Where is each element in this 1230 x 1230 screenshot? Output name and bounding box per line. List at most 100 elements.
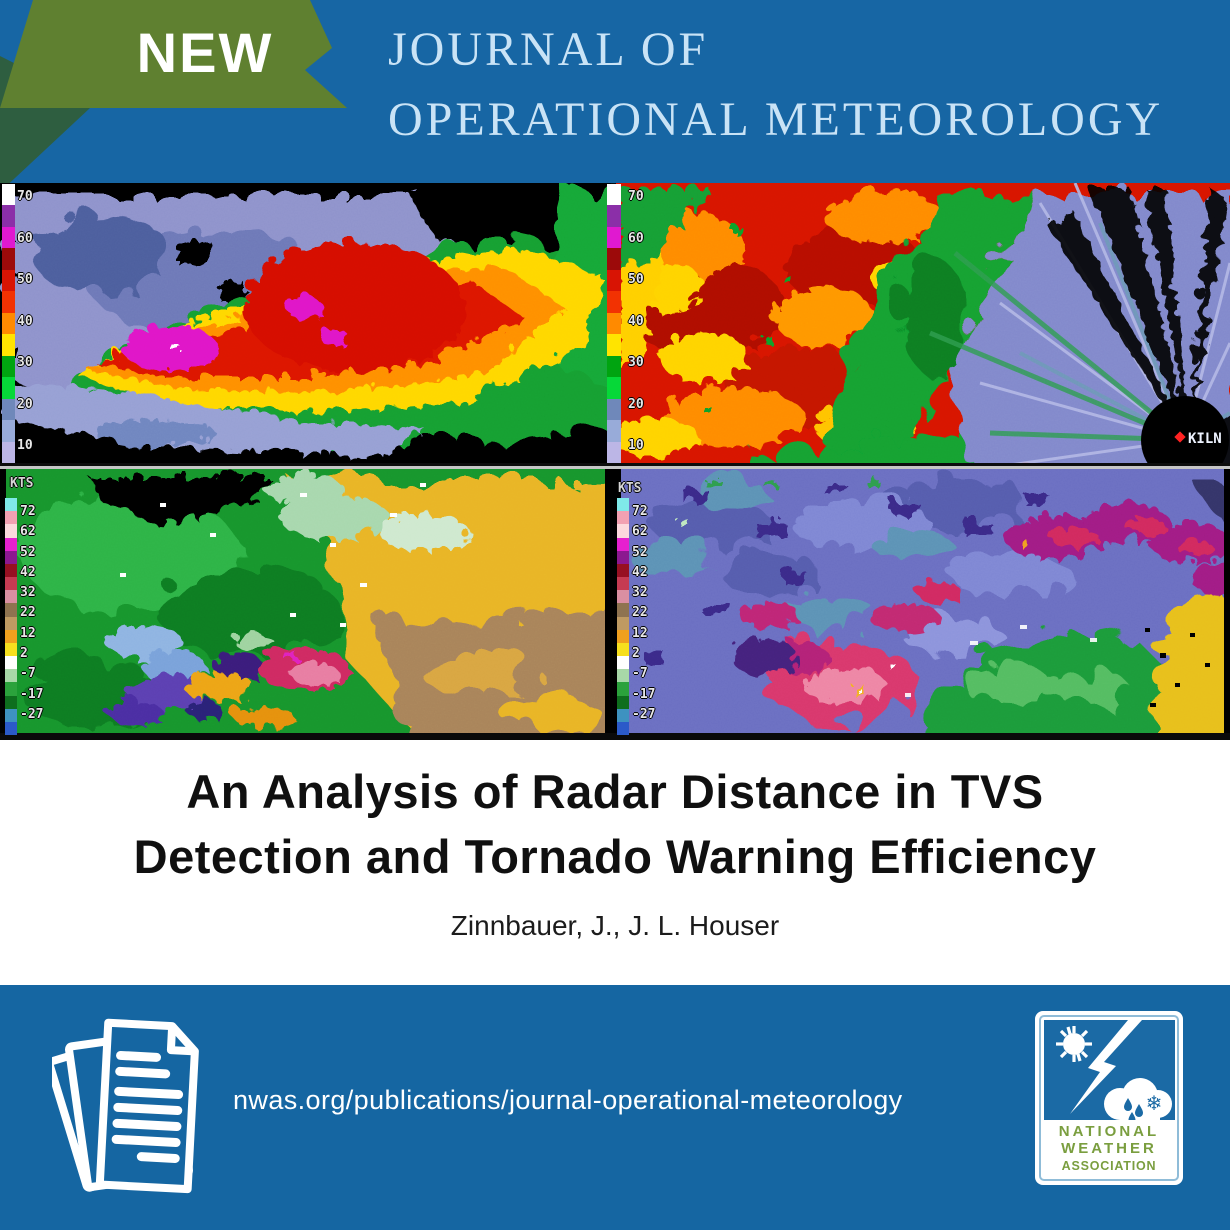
top-banner: NEW JOURNAL OF OPERATIONAL METEOROLOGY	[0, 0, 1230, 192]
colorbar-segment	[607, 398, 621, 421]
nwa-logo-frame: ❄ NATIONAL WEATHER ASSOCIATION	[1039, 1015, 1179, 1181]
scale-label: -27	[632, 706, 656, 722]
article-title-section: An Analysis of Radar Distance in TVS Det…	[0, 740, 1230, 985]
colorbar-segment	[617, 511, 629, 525]
colorbar-segment	[5, 708, 17, 722]
colorbar-segment	[5, 590, 17, 604]
scale-label: 62	[20, 524, 36, 540]
colorbar-segment	[617, 616, 629, 630]
nwa-line2: WEATHER	[1061, 1140, 1157, 1157]
colorbar-segment	[617, 642, 629, 657]
colorbar-segment	[2, 398, 15, 421]
nwa-line1: NATIONAL	[1058, 1122, 1160, 1140]
scale-label: 40	[17, 313, 33, 329]
colorbar-segment	[5, 524, 17, 538]
colorbar-segment	[5, 656, 17, 670]
scale-label: 12	[632, 625, 648, 641]
scale-labels-top-right: 70 60 50 40 30 20 10	[628, 190, 644, 452]
colorbar-segment	[5, 511, 17, 525]
cloud-icon: ❄	[1104, 1078, 1172, 1120]
colorbar-segment	[5, 616, 17, 630]
colorbar-segment	[5, 721, 17, 736]
colorbar-segment	[607, 420, 621, 442]
scale-label: 52	[20, 544, 36, 560]
scale-label: 72	[20, 504, 36, 519]
colorbar-segment	[5, 603, 17, 617]
papers-icon	[52, 1018, 199, 1194]
snowflake-icon: ❄	[1146, 1093, 1163, 1115]
scale-labels-bottom-right: 72 62 52 42 32 22 12 2 -7 -17 -27	[632, 505, 655, 721]
colorbar-segment	[617, 524, 629, 538]
scale-label: -7	[20, 666, 36, 682]
colorbar-segment	[5, 498, 17, 512]
scale-label: 70	[17, 189, 33, 204]
colorbar-segment	[607, 248, 621, 270]
scale-label: 2	[20, 646, 28, 662]
scale-label: 62	[632, 524, 648, 540]
scale-label: 72	[632, 504, 648, 519]
velocity-colorbar-bottom-right	[617, 498, 629, 736]
ribbon-body	[0, 0, 347, 108]
colorbar-segment	[607, 334, 621, 356]
new-ribbon-icon	[0, 0, 347, 192]
colorbar-segment	[617, 682, 629, 696]
colorbar-segment	[2, 441, 15, 464]
colorbar-segment	[617, 590, 629, 604]
colorbar-segment	[2, 291, 15, 313]
scale-label: 60	[17, 230, 33, 246]
colorbar-segment	[2, 269, 15, 292]
radar-image-grid: 70 60 50 40 30 20 10 70 60 50 40 30 20 10 72 62 52 42 32…	[0, 183, 1230, 740]
scale-label: 22	[632, 605, 648, 621]
radar-artwork	[0, 183, 1230, 740]
scale-label: 50	[17, 272, 33, 287]
scale-label: 42	[632, 564, 648, 580]
footer-banner: nwas.org/publications/journal-operationa…	[0, 985, 1230, 1230]
scale-label: 20	[628, 396, 644, 412]
colorbar-segment	[5, 669, 17, 683]
colorbar-segment	[607, 441, 621, 464]
colorbar-segment	[5, 537, 17, 551]
scale-label: 60	[628, 230, 644, 246]
article-title-line1: An Analysis of Radar Distance in TVS	[186, 765, 1044, 818]
scale-label: 20	[17, 396, 33, 412]
reflectivity-colorbar-top-right	[607, 184, 621, 464]
colorbar-segment	[5, 577, 17, 591]
publication-url: nwas.org/publications/journal-operationa…	[233, 1085, 903, 1115]
journal-title-line2: OPERATIONAL METEOROLOGY	[388, 93, 1164, 146]
radar-station-label: KILN	[1188, 431, 1222, 447]
colorbar-segment	[607, 312, 621, 335]
new-badge: NEW	[136, 21, 274, 84]
scale-label: -27	[20, 706, 44, 722]
colorbar-segment	[607, 226, 621, 249]
scale-label: 32	[632, 585, 648, 601]
colorbar-segment	[617, 721, 629, 736]
nwa-logo-art: ❄	[1044, 1020, 1175, 1120]
nwa-logo-text: NATIONAL WEATHER ASSOCIATION	[1044, 1120, 1174, 1176]
colorbar-segment	[5, 695, 17, 709]
colorbar-segment	[2, 377, 15, 399]
units-label-bottom-right: KTS	[618, 481, 642, 496]
colorbar-segment	[607, 355, 621, 378]
colorbar-segment	[2, 226, 15, 249]
colorbar-segment	[5, 682, 17, 696]
nwa-line3: ASSOCIATION	[1061, 1159, 1157, 1174]
colorbar-segment	[617, 629, 629, 643]
colorbar-segment	[607, 291, 621, 313]
colorbar-segment	[2, 205, 15, 227]
scale-label: 30	[628, 355, 644, 370]
sun-icon	[1056, 1026, 1092, 1062]
colorbar-segment	[2, 420, 15, 442]
colorbar-segment	[607, 269, 621, 292]
colorbar-segment	[617, 537, 629, 551]
scale-label: -17	[20, 686, 44, 702]
colorbar-segment	[2, 355, 15, 378]
colorbar-segment	[617, 603, 629, 617]
colorbar-segment	[5, 563, 17, 578]
velocity-colorbar-bottom-left	[5, 498, 17, 736]
scale-label: -7	[632, 666, 648, 682]
scale-labels-bottom-left: 72 62 52 42 32 22 12 2 -7 -17 -27	[20, 505, 43, 721]
colorbar-segment	[2, 248, 15, 270]
colorbar-segment	[617, 563, 629, 578]
article-authors: Zinnbauer, J., J. L. Houser	[450, 910, 780, 941]
